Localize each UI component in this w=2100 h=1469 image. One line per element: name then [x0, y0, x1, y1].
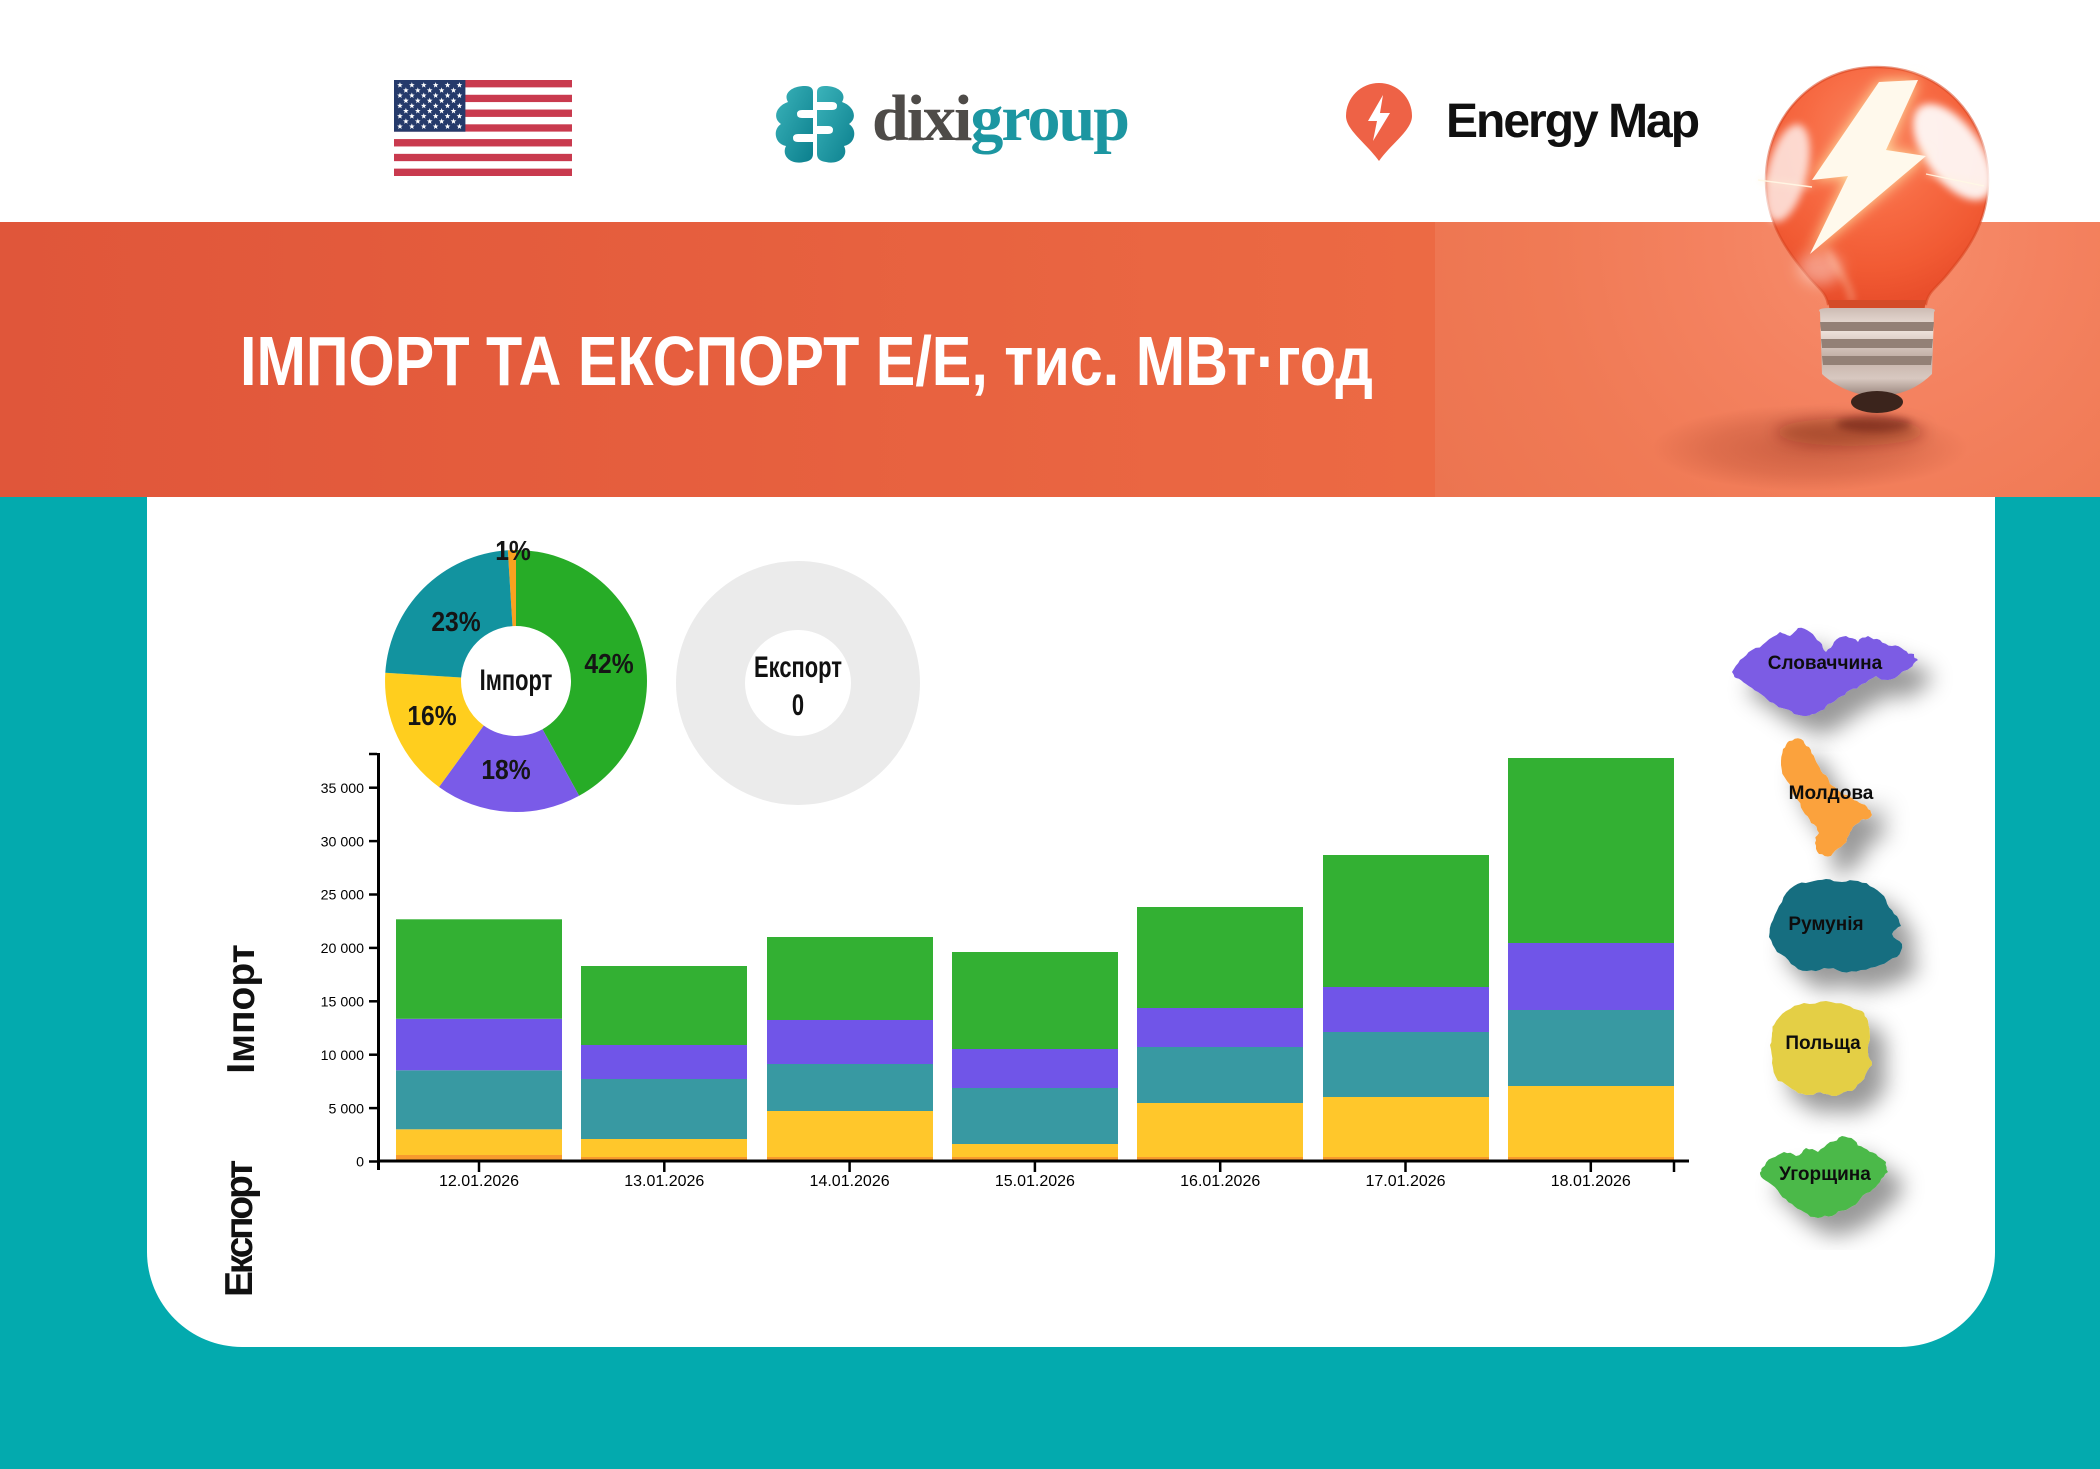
svg-text:14.01.2026: 14.01.2026: [810, 1173, 890, 1190]
svg-text:15 000: 15 000: [321, 995, 365, 1011]
svg-text:12.01.2026: 12.01.2026: [439, 1173, 519, 1190]
svg-text:17.01.2026: 17.01.2026: [1365, 1173, 1445, 1190]
svg-text:10 000: 10 000: [321, 1048, 365, 1064]
svg-text:25 000: 25 000: [321, 888, 365, 904]
svg-text:13.01.2026: 13.01.2026: [624, 1173, 704, 1190]
svg-text:Словаччина: Словаччина: [1768, 653, 1883, 674]
svg-text:30 000: 30 000: [321, 834, 365, 850]
svg-text:Польща: Польща: [1785, 1033, 1861, 1054]
svg-text:15.01.2026: 15.01.2026: [995, 1173, 1075, 1190]
svg-text:18.01.2026: 18.01.2026: [1551, 1173, 1631, 1190]
svg-text:Молдова: Молдова: [1789, 783, 1874, 804]
svg-text:Угорщина: Угорщина: [1779, 1164, 1871, 1185]
svg-text:20 000: 20 000: [321, 941, 365, 957]
svg-text:0: 0: [356, 1155, 364, 1171]
svg-text:5 000: 5 000: [328, 1101, 364, 1117]
svg-text:Румунія: Румунія: [1788, 914, 1863, 935]
svg-text:16.01.2026: 16.01.2026: [1180, 1173, 1260, 1190]
svg-text:35 000: 35 000: [321, 781, 365, 797]
